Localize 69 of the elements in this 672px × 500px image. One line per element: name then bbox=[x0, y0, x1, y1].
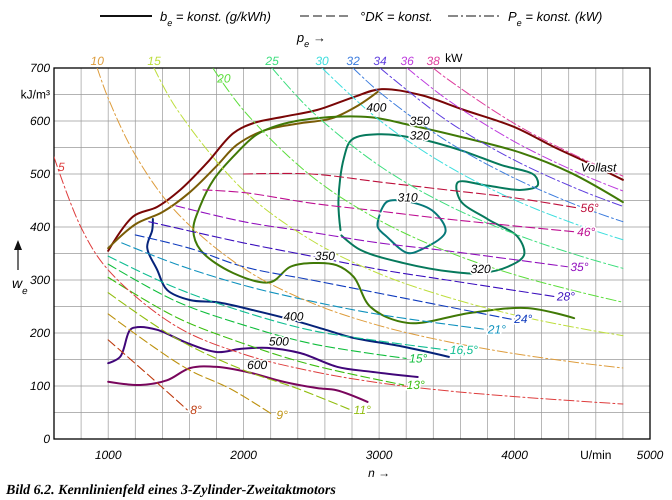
line-series bbox=[108, 264, 407, 359]
series-label: 28° bbox=[556, 289, 576, 304]
line-series bbox=[337, 133, 539, 274]
series-label: 21° bbox=[486, 322, 506, 336]
line-series bbox=[212, 68, 624, 303]
text: b$_{e}$ = konst. (g/kWh) bbox=[160, 9, 271, 28]
line-series bbox=[54, 156, 624, 405]
y-tick-label: 100 bbox=[30, 379, 50, 393]
x-tick-label: 4000 bbox=[501, 448, 528, 462]
text: kW bbox=[445, 51, 464, 65]
annotation: 600 bbox=[247, 358, 268, 372]
x-axis-title: n → bbox=[368, 466, 390, 480]
series-label: 36 bbox=[400, 54, 414, 68]
x-tick-label: 2000 bbox=[229, 448, 258, 462]
x-tick-label: 1000 bbox=[94, 448, 122, 462]
annotation: 350 bbox=[410, 114, 430, 128]
series-label: 11° bbox=[354, 402, 372, 417]
series-label: 35° bbox=[570, 260, 589, 274]
series-label: 38 bbox=[426, 54, 440, 68]
series-label: 9° bbox=[276, 408, 288, 422]
series-label: 32 bbox=[346, 54, 360, 68]
line-series bbox=[96, 68, 624, 368]
line-series bbox=[352, 68, 624, 222]
series-label: 46° bbox=[577, 224, 596, 239]
line-series bbox=[148, 221, 554, 297]
line-series bbox=[192, 115, 624, 324]
series-label: 56° bbox=[580, 200, 599, 215]
text: P$_{e}$ = konst. (kW) bbox=[508, 9, 602, 28]
y-tick-label: 0 bbox=[43, 432, 50, 446]
x-tick-label: 5000 bbox=[636, 448, 664, 462]
line-series bbox=[134, 234, 512, 320]
text: Bild 6.2. Kennlinienfeld eines 3-Zylinder-Zweitaktmotors bbox=[5, 483, 336, 498]
series-label: 25 bbox=[264, 54, 280, 68]
line-series bbox=[107, 88, 624, 252]
line-series bbox=[406, 68, 624, 192]
y-tick-label: 600 bbox=[30, 114, 50, 128]
y-tick-label: 500 bbox=[30, 167, 50, 181]
series-label: 15 bbox=[147, 54, 162, 68]
annotation: 320 bbox=[470, 262, 492, 276]
annotation: 400 bbox=[366, 100, 387, 114]
series-label: 24° bbox=[513, 312, 533, 326]
y-tick-label: kJ/m³ bbox=[20, 88, 50, 102]
y-axis-title: w$_{e}$ bbox=[12, 275, 28, 296]
series-label: 16,5° bbox=[450, 342, 478, 357]
y-tick-label: 200 bbox=[28, 326, 50, 340]
x-tick-label: U/min bbox=[580, 448, 612, 462]
y-tick-label: 300 bbox=[30, 273, 50, 287]
x-tick-label: 3000 bbox=[366, 448, 393, 462]
annotation: 310 bbox=[398, 190, 418, 205]
annotation: 350 bbox=[314, 248, 336, 263]
line-series bbox=[202, 189, 575, 232]
series-label: 34 bbox=[373, 54, 388, 68]
line-series bbox=[154, 68, 624, 336]
annotation: 500 bbox=[268, 334, 290, 349]
text: p$_{e}$ → bbox=[296, 30, 326, 49]
series-label: 20 bbox=[216, 72, 231, 86]
line-series bbox=[322, 68, 624, 240]
line-series bbox=[432, 68, 624, 177]
series-label: 8° bbox=[190, 402, 202, 417]
series-label: 15° bbox=[409, 351, 428, 366]
series-label: 10 bbox=[90, 54, 104, 68]
y-tick-label: 700 bbox=[30, 61, 50, 75]
line-series bbox=[108, 276, 404, 386]
series-label: 30 bbox=[315, 54, 330, 68]
y-tick-label: 400 bbox=[30, 220, 50, 234]
annotation: 400 bbox=[283, 309, 304, 324]
line-series bbox=[243, 172, 578, 208]
series-label: 5 bbox=[58, 160, 65, 174]
text: °DK = konst. bbox=[360, 9, 433, 24]
